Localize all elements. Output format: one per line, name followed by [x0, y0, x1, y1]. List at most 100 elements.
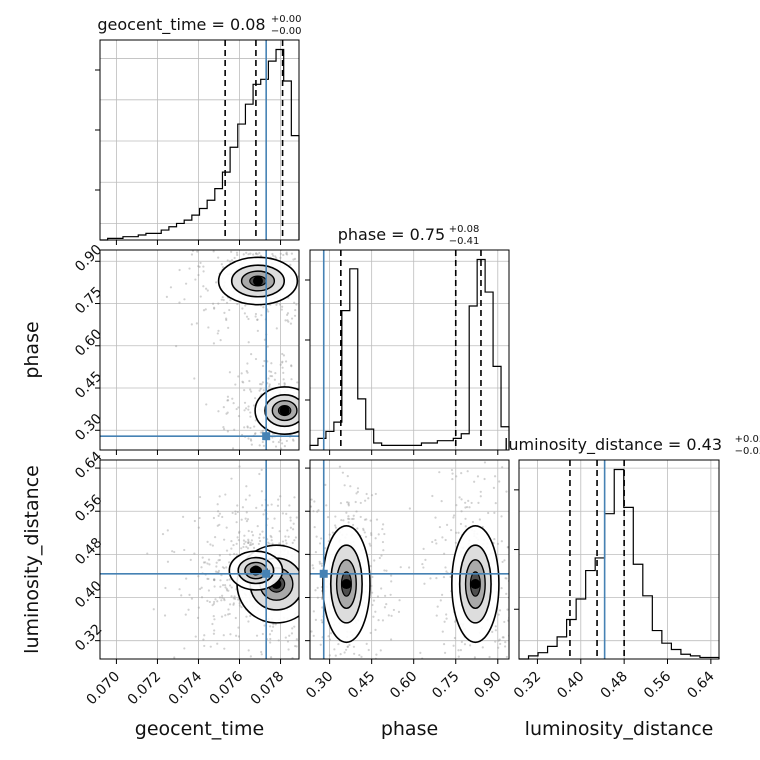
scatter-point [344, 434, 346, 436]
scatter-point [286, 221, 288, 223]
scatter-point [334, 461, 336, 463]
scatter-point [315, 515, 317, 517]
x-axis-label-luminosity_distance: luminosity_distance [525, 718, 714, 740]
scatter-point [211, 604, 214, 607]
scatter-point [494, 502, 497, 505]
scatter-point [374, 628, 377, 632]
scatter-point [313, 399, 315, 401]
scatter-point [338, 292, 340, 294]
scatter-point [243, 312, 246, 315]
scatter-point [494, 625, 497, 628]
scatter-point [230, 595, 233, 598]
scatter-point [365, 492, 368, 496]
scatter-point [282, 354, 286, 357]
scatter-point [260, 465, 262, 467]
scatter-point [236, 536, 239, 539]
scatter-point [246, 426, 249, 429]
x-tick-label: 0.90 [471, 669, 504, 702]
scatter-point [476, 475, 480, 478]
scatter-point [313, 500, 316, 503]
scatter-point [290, 365, 293, 368]
scatter-point [311, 389, 313, 391]
scatter-point [203, 644, 206, 648]
scatter-point [477, 666, 479, 668]
scatter-point [254, 397, 257, 400]
truth-marker [319, 569, 328, 578]
scatter-point [247, 541, 250, 544]
scatter-point [284, 319, 287, 322]
scatter-point [294, 450, 296, 452]
scatter-point [225, 526, 228, 529]
scatter-point [242, 539, 246, 542]
scatter-point [348, 517, 351, 521]
scatter-point [315, 405, 317, 407]
scatter-point [269, 625, 272, 628]
scatter-point [272, 254, 275, 257]
scatter-point [273, 378, 276, 381]
scatter-point [250, 353, 253, 356]
scatter-point [355, 510, 358, 513]
scatter-point [312, 567, 315, 570]
scatter-point [258, 533, 262, 536]
scatter-point [212, 602, 215, 605]
scatter-point [254, 315, 257, 318]
scatter-point [334, 526, 338, 529]
scatter-point [247, 408, 250, 411]
scatter-point [277, 230, 279, 232]
scatter-point [300, 578, 302, 580]
scatter-point [273, 517, 276, 520]
scatter-point [311, 570, 313, 572]
scatter-point [312, 376, 314, 378]
scatter-point [307, 258, 309, 260]
scatter-point [270, 375, 274, 378]
scatter-point [305, 429, 307, 431]
scatter-point [392, 608, 396, 612]
scatter-point [237, 464, 239, 466]
scatter-point [302, 680, 304, 682]
scatter-point [303, 401, 305, 403]
scatter-point [332, 688, 334, 690]
x-tick-label: 0.56 [641, 668, 674, 701]
scatter-point [216, 332, 219, 335]
scatter-point [253, 425, 256, 428]
scatter-point [369, 664, 371, 666]
scatter-point [273, 480, 275, 482]
scatter-point [235, 521, 238, 524]
scatter-point [249, 655, 252, 658]
scatter-point [358, 653, 361, 657]
scatter-point [255, 634, 259, 637]
scatter-point [243, 534, 246, 537]
histogram-luminosity_distance [519, 468, 720, 660]
scatter-point [500, 515, 503, 518]
scatter-point [280, 447, 283, 450]
scatter-point [233, 453, 235, 455]
scatter-point [270, 362, 273, 365]
scatter-point [369, 724, 371, 726]
scatter-point [261, 504, 264, 507]
scatter-point [314, 551, 318, 554]
scatter-point [306, 578, 308, 580]
scatter-point [314, 259, 316, 261]
scatter-point [468, 506, 471, 509]
scatter-point [310, 498, 313, 501]
scatter-point [346, 501, 349, 504]
scatter-point [299, 262, 301, 264]
scatter-point [256, 464, 258, 466]
scatter-point [505, 490, 508, 493]
scatter-point [334, 524, 337, 527]
scatter-point [506, 546, 509, 549]
scatter-point [450, 528, 453, 532]
scatter-point [303, 562, 305, 564]
scatter-point [247, 317, 250, 321]
scatter-point [289, 516, 292, 519]
scatter-point [244, 498, 248, 501]
scatter-point [442, 643, 446, 646]
scatter-point [314, 589, 317, 592]
scatter-point [374, 537, 377, 540]
scatter-point [460, 471, 463, 475]
scatter-point [219, 339, 222, 342]
scatter-point [382, 523, 385, 526]
scatter-point [300, 274, 302, 276]
scatter-point [292, 522, 295, 525]
